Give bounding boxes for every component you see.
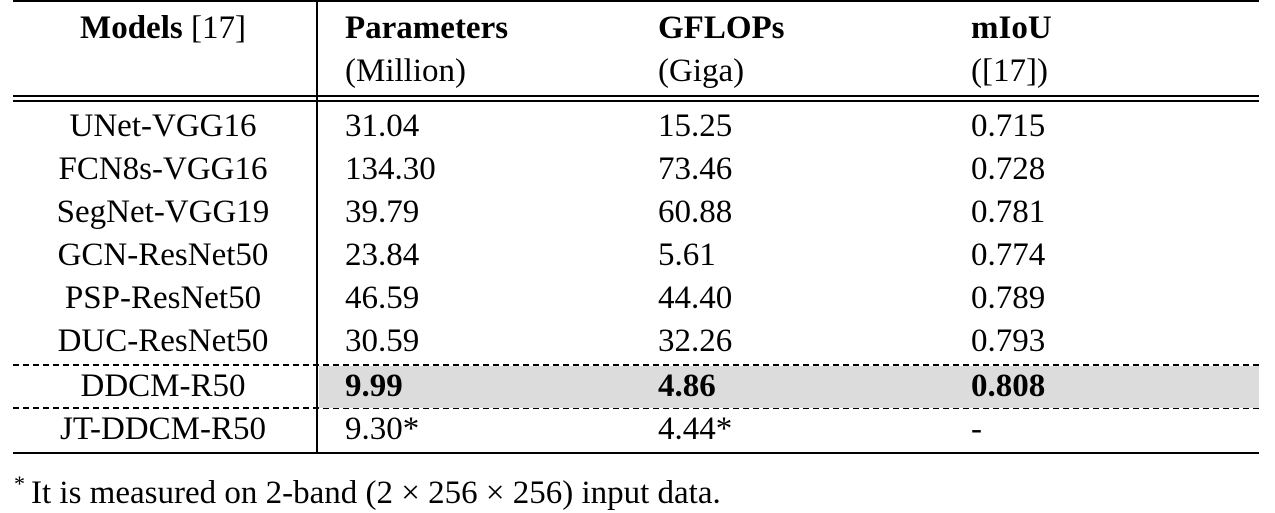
header-models: Models [17] — [80, 10, 246, 46]
row-miou: 0.789 — [971, 280, 1046, 316]
row-miou: 0.781 — [971, 194, 1046, 230]
header-gflops: GFLOPs — [658, 10, 785, 46]
header-gflops-unit: (Giga) — [658, 53, 745, 89]
dashed-rule-lower — [13, 407, 1259, 409]
row-params: 46.59 — [345, 280, 420, 316]
footnote-marker: * — [14, 471, 25, 496]
row-miou: 0.774 — [971, 237, 1046, 273]
row-params: 30.59 — [345, 323, 420, 359]
header-parameters: Parameters — [345, 10, 509, 46]
header-rule-upper — [13, 95, 1259, 97]
header-miou-ref: ([17]) — [971, 53, 1048, 89]
row-miou: 0.728 — [971, 151, 1046, 187]
row-gflops: 15.25 — [658, 108, 733, 144]
row-miou: 0.793 — [971, 323, 1046, 359]
row-miou: - — [971, 411, 982, 447]
row-gflops: 5.61 — [658, 237, 716, 273]
header-miou: mIoU — [971, 10, 1052, 46]
row-model-highlighted: DDCM-R50 — [80, 368, 246, 404]
row-gflops: 73.46 — [658, 151, 733, 187]
row-params: 39.79 — [345, 194, 420, 230]
results-table: Models [17] Parameters (Million) GFLOPs … — [13, 0, 1259, 460]
row-params-highlighted: 9.99 — [345, 368, 403, 404]
row-model: FCN8s-VGG16 — [58, 151, 268, 187]
row-gflops-highlighted: 4.86 — [658, 368, 716, 404]
row-params: 9.30* — [345, 411, 420, 447]
header-parameters-unit: (Million) — [345, 53, 466, 89]
row-model: GCN-ResNet50 — [57, 237, 269, 273]
bottom-rule — [13, 452, 1259, 454]
row-model: UNet-VGG16 — [69, 108, 257, 144]
row-model: DUC-ResNet50 — [57, 323, 269, 359]
row-model: JT-DDCM-R50 — [60, 411, 266, 447]
row-model: SegNet-VGG19 — [56, 194, 270, 230]
dashed-rule-upper — [13, 364, 1259, 366]
row-params: 31.04 — [345, 108, 420, 144]
footnote-text: It is measured on 2-band (2 × 256 × 256)… — [31, 475, 721, 511]
row-gflops: 32.26 — [658, 323, 733, 359]
highlighted-row-background — [319, 366, 1259, 408]
header-rule-lower — [13, 100, 1259, 102]
top-rule — [13, 0, 1259, 2]
row-gflops: 44.40 — [658, 280, 733, 316]
row-model: PSP-ResNet50 — [64, 280, 262, 316]
column-separator — [316, 0, 318, 454]
row-gflops: 60.88 — [658, 194, 733, 230]
row-params: 134.30 — [345, 151, 436, 187]
row-miou: 0.715 — [971, 108, 1046, 144]
row-params: 23.84 — [345, 237, 420, 273]
row-gflops: 4.44* — [658, 411, 733, 447]
row-miou-highlighted: 0.808 — [971, 368, 1046, 404]
table-footnote: * It is measured on 2-band (2 × 256 × 256… — [14, 464, 721, 513]
